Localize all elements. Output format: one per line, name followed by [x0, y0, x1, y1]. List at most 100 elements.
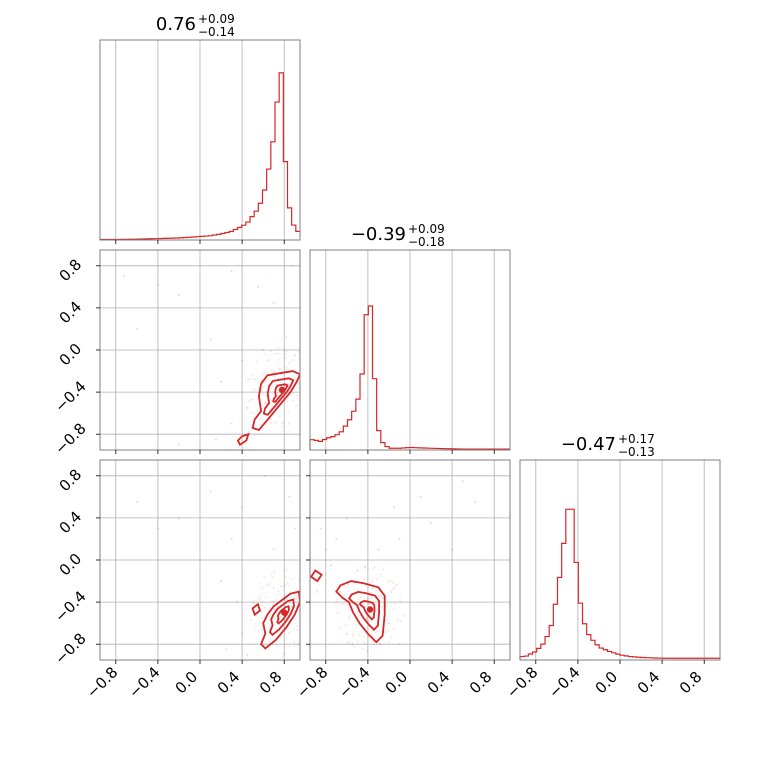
scatter-point: [305, 383, 307, 385]
y-tick-label: −0.4: [51, 587, 89, 625]
scatter-point: [293, 645, 296, 648]
scatter-point: [250, 397, 253, 400]
scatter-point: [364, 565, 367, 568]
scatter-point: [286, 400, 289, 403]
contour-level-1: [260, 590, 300, 650]
scatter-point: [376, 578, 379, 581]
x-tick-label: 0.8: [676, 668, 706, 698]
scatter-point: [261, 604, 264, 607]
scatter-point: [265, 401, 268, 404]
scatter-point: [390, 636, 393, 639]
scatter-point: [291, 392, 294, 395]
param-title-median: −0.47: [561, 434, 616, 455]
scatter-point: [346, 641, 349, 644]
scatter-point: [264, 474, 267, 477]
scatter-point: [294, 618, 297, 621]
y-tick-label: −0.8: [51, 419, 89, 457]
scatter-point: [263, 353, 266, 356]
scatter-point: [272, 301, 275, 304]
scatter-point: [263, 575, 266, 578]
scatter-point: [385, 605, 388, 608]
contour-peak: [366, 606, 374, 613]
scatter-point: [329, 564, 333, 567]
scatter-point: [334, 602, 337, 605]
scatter-point: [345, 632, 348, 635]
scatter-point: [356, 640, 359, 643]
scatter-point: [346, 603, 349, 606]
scatter-point: [276, 611, 279, 614]
scatter-point: [385, 619, 388, 622]
scatter-point: [262, 385, 265, 388]
scatter-point: [371, 614, 374, 617]
contour-peak: [278, 386, 286, 394]
scatter-point: [277, 359, 280, 362]
param-title-median: −0.39: [351, 224, 406, 245]
scatter-point: [389, 579, 392, 582]
scatter-point: [230, 269, 233, 273]
scatter-point: [135, 327, 138, 331]
scatter-point: [324, 548, 327, 551]
scatter-point: [303, 404, 305, 406]
scatter-point: [354, 604, 357, 607]
scatter-point: [265, 394, 268, 397]
scatter-point: [278, 367, 281, 370]
scatter-point: [302, 627, 304, 629]
x-tick-label: 0.8: [256, 668, 286, 698]
scatter-point: [365, 616, 368, 619]
scatter-point: [230, 422, 233, 425]
x-tick-label: 0.4: [634, 668, 664, 698]
scatter-point: [279, 615, 282, 618]
scatter-point: [297, 358, 300, 361]
corner-panels: 0.76 +0.09−0.14−0.39 +0.09−0.18−0.47 +0.17−…: [51, 12, 721, 702]
param-title-median: 0.76: [156, 14, 196, 35]
scatter-point: [293, 354, 296, 357]
contour-level-1: [251, 370, 300, 432]
y-tick-label: 0.0: [56, 340, 86, 370]
scatter-point: [286, 398, 289, 401]
scatter-point: [272, 618, 275, 621]
scatter-point: [343, 625, 346, 628]
scatter-point: [287, 411, 290, 414]
scatter-point: [362, 640, 365, 643]
scatter-point: [370, 591, 373, 594]
contour-tail: [251, 602, 262, 617]
scatter-point: [308, 376, 310, 378]
scatter-point: [351, 642, 354, 645]
scatter-point: [260, 379, 263, 382]
scatter-point: [246, 379, 249, 382]
scatter-point: [273, 369, 276, 372]
scatter-point: [461, 479, 464, 483]
scatter-point: [429, 522, 433, 525]
scatter-point: [357, 597, 360, 600]
scatter-point: [311, 369, 313, 371]
scatter-point: [275, 420, 278, 423]
scatter-point: [372, 567, 375, 570]
scatter-point: [363, 566, 366, 569]
scatter-point: [371, 587, 374, 590]
scatter-point: [280, 421, 283, 424]
scatter-point: [241, 632, 244, 635]
scatter-point: [336, 611, 339, 614]
scatter-point: [269, 626, 272, 629]
scatter-point: [365, 650, 368, 653]
scatter-point: [370, 597, 373, 600]
x-tick-label: 0.8: [466, 668, 496, 698]
scatter-point: [370, 579, 373, 582]
scatter-point: [306, 631, 308, 633]
scatter-point: [269, 421, 272, 424]
scatter-point: [366, 617, 369, 620]
scatter-point: [392, 587, 395, 590]
contour-level-2: [347, 590, 380, 631]
scatter-point: [380, 595, 383, 598]
scatter-point: [304, 394, 306, 396]
y-tick-label: 0.0: [56, 550, 86, 580]
scatter-point: [123, 275, 126, 278]
scatter-point: [382, 568, 385, 571]
scatter-point: [348, 615, 351, 618]
scatter-point: [288, 495, 291, 498]
scatter-point: [252, 601, 255, 604]
scatter-point: [263, 373, 266, 376]
scatter-point: [255, 360, 258, 363]
scatter-point: [275, 618, 278, 621]
scatter-point: [388, 641, 391, 644]
